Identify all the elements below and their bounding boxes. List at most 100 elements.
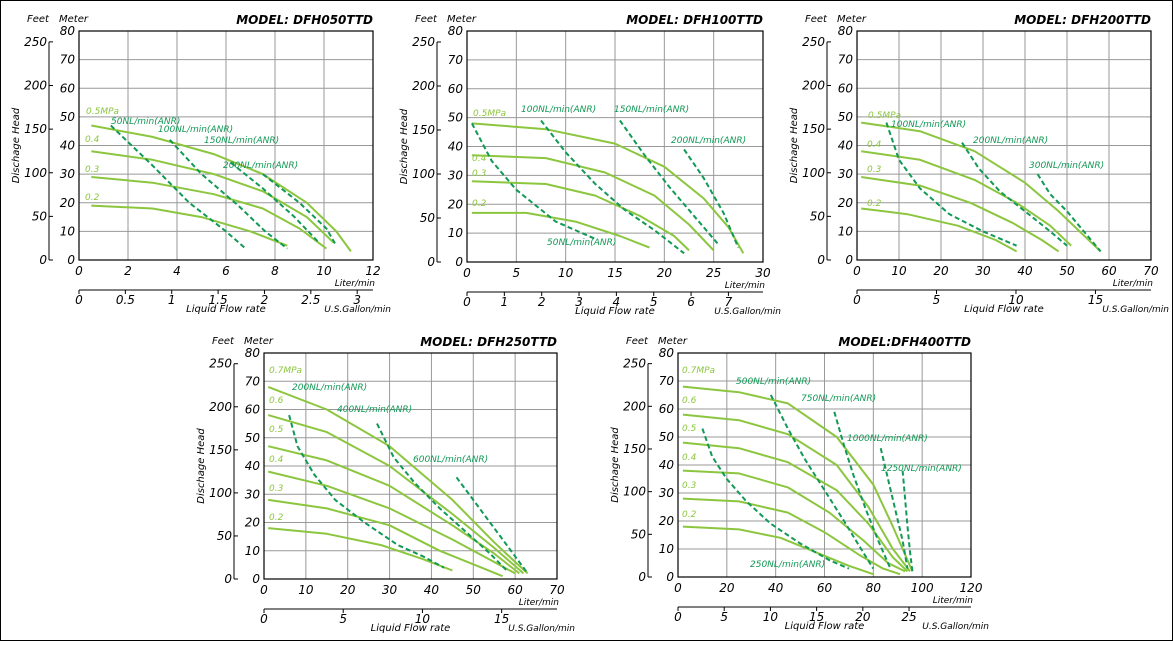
y-tick-label-meter: 0: [455, 255, 463, 269]
y-axis-title: Dischage Head: [196, 428, 207, 504]
x-unit-gallon: U.S.Gallon/min: [922, 622, 989, 632]
x-tick-label-liter: 40: [768, 581, 784, 595]
y-tick-label-feet: 50: [810, 209, 826, 223]
x-tick-label-liter: 0: [260, 583, 268, 597]
y-tick-label-feet: 200: [209, 400, 232, 414]
x-axis-title: Liquid Flow rate: [371, 623, 451, 634]
y-tick-label-feet: 0: [427, 255, 435, 269]
x-tick-label-gallon: 1.5: [209, 293, 228, 307]
plot-frame: [263, 352, 558, 580]
pressure-label: 0.7MPa: [269, 366, 302, 376]
y-tick-label-meter: 0: [67, 253, 75, 267]
pressure-label: 0.5MPa: [473, 109, 506, 119]
y-axis-title: Dischage Head: [610, 427, 621, 503]
x-tick-label-liter: 50: [466, 583, 482, 597]
x-tick-label-gallon: 10: [415, 612, 431, 626]
y-tick-label-meter: 40: [838, 139, 854, 153]
x-tick-label-gallon: 5: [650, 295, 658, 309]
x-tick-label-liter: 4: [173, 264, 181, 278]
air-consumption-curve: [1036, 173, 1102, 253]
air-consumption-curve: [540, 119, 685, 255]
chart-title: MODEL: DFH200TTD: [1014, 13, 1151, 27]
y-tick-label-meter: 10: [838, 224, 854, 238]
pressure-curve: [267, 385, 529, 575]
air-consumption-label: 200NL/min(ANR): [292, 383, 367, 393]
y-tick-label-meter: 60: [659, 402, 675, 416]
x-tick-label-gallon: 2: [261, 293, 269, 307]
x-tick-label-liter: 60: [817, 581, 833, 595]
air-consumption-label: 200NL/min(ANR): [671, 136, 746, 146]
pressure-label: 0.2: [472, 199, 487, 209]
y-tick-label-meter: 20: [448, 197, 464, 211]
pressure-label: 0.7MPa: [682, 366, 715, 376]
y-tick-label-meter: 10: [448, 226, 464, 240]
pressure-label: 0.3: [682, 481, 697, 491]
y-tick-label-meter: 70: [448, 53, 464, 67]
y-tick-label-feet: 50: [631, 527, 647, 541]
y-tick-label-meter: 50: [838, 110, 854, 124]
y-tick-label-meter: 80: [659, 346, 675, 360]
unit-label-meter: Meter: [658, 336, 688, 347]
x-tick-label-liter: 20: [657, 266, 673, 280]
x-tick-label-liter: 12: [365, 264, 380, 278]
plot-frame: [856, 30, 1152, 261]
pressure-curve: [861, 207, 1018, 253]
x-tick-label-gallon: 5: [339, 612, 347, 626]
x-unit-liter: Liter/min: [335, 279, 376, 289]
unit-label-meter: Meter: [244, 336, 274, 347]
y-tick-label-meter: 10: [60, 224, 76, 238]
x-tick-label-gallon: 7: [725, 295, 733, 309]
x-tick-label-liter: 0: [75, 264, 83, 278]
x-tick-label-liter: 20: [340, 583, 356, 597]
x-tick-label-gallon: 15: [494, 612, 509, 626]
y-tick-label-meter: 10: [245, 544, 261, 558]
pressure-label: 0.3: [85, 165, 100, 175]
x-tick-label-gallon: 3: [575, 295, 583, 309]
y-tick-label-feet: 200: [412, 79, 435, 93]
x-tick-label-liter: 60: [1101, 264, 1117, 278]
air-consumption-curve: [376, 423, 508, 572]
y-tick-label-meter: 40: [659, 458, 675, 472]
y-tick-label-meter: 30: [838, 167, 854, 181]
x-tick-label-liter: 15: [607, 266, 622, 280]
y-tick-label-meter: 40: [448, 140, 464, 154]
chart-title: MODEL: DFH100TTD: [626, 13, 763, 27]
chart-title: MODEL: DFH050TTD: [236, 13, 373, 27]
pressure-curve: [91, 204, 288, 247]
y-tick-label-feet: 0: [817, 253, 825, 267]
y-tick-label-meter: 30: [60, 167, 76, 181]
x-tick-label-liter: 5: [513, 266, 521, 280]
pressure-label: 0.6: [682, 396, 697, 406]
x-tick-label-liter: 10: [298, 583, 314, 597]
pressure-label: 0.6: [269, 396, 284, 406]
air-consumption-curve: [619, 119, 720, 246]
x-tick-label-liter: 0: [853, 264, 861, 278]
x-tick-label-gallon: 20: [855, 610, 871, 624]
x-tick-label-gallon: 25: [901, 610, 916, 624]
pressure-curve: [471, 122, 745, 254]
y-tick-label-feet: 250: [802, 35, 825, 49]
chart-title: MODEL: DFH250TTD: [420, 335, 557, 349]
x-tick-label-liter: 70: [1143, 264, 1159, 278]
pressure-curve: [471, 154, 715, 252]
y-tick-label-meter: 50: [659, 430, 675, 444]
y-tick-label-feet: 150: [24, 122, 47, 136]
y-tick-label-meter: 30: [659, 486, 675, 500]
y-axis-title: Dischage Head: [399, 108, 410, 184]
pressure-label: 0.4: [85, 135, 100, 145]
x-unit-gallon: U.S.Gallon/min: [508, 624, 575, 634]
pressure-label: 0.3: [472, 169, 487, 179]
pressure-label: 0.4: [682, 453, 697, 463]
x-tick-label-gallon: 3: [353, 293, 361, 307]
x-tick-label-liter: 40: [1017, 264, 1033, 278]
x-tick-label-liter: 0: [463, 266, 471, 280]
y-tick-label-meter: 30: [448, 168, 464, 182]
x-tick-label-liter: 80: [866, 581, 882, 595]
x-tick-label-gallon: 0: [674, 610, 682, 624]
pressure-label: 0.2: [85, 193, 100, 203]
unit-label-feet: Feet: [626, 336, 649, 347]
x-tick-label-liter: 30: [755, 266, 771, 280]
x-tick-label-liter: 20: [933, 264, 949, 278]
x-tick-label-liter: 8: [271, 264, 279, 278]
